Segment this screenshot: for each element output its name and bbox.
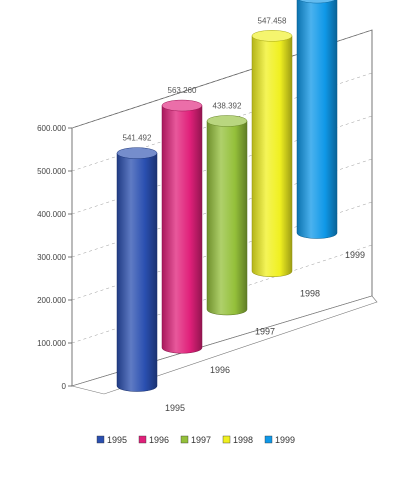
x-tick-label: 1998 [300, 288, 320, 298]
bar [161, 105, 203, 354]
gridline [71, 29, 373, 129]
legend-swatch [264, 435, 273, 444]
data-label: 547.458 [258, 16, 287, 25]
legend-swatch [96, 435, 105, 444]
bar [206, 120, 248, 316]
bar [116, 152, 158, 392]
y-tick-label: 300.000 [37, 253, 66, 262]
legend-item: 1998 [222, 435, 253, 445]
legend-label: 1998 [233, 435, 253, 445]
legend-item: 1996 [138, 435, 169, 445]
x-tick-label: 1995 [165, 403, 185, 413]
y-tick-label: 400.000 [37, 210, 66, 219]
data-label: 438.392 [213, 101, 242, 110]
legend-swatch [138, 435, 147, 444]
bar-1998: 547.458 [251, 16, 293, 277]
legend-item: 1995 [96, 435, 127, 445]
bar-1996: 563.260 [161, 86, 203, 354]
data-label: 563.260 [168, 86, 197, 95]
bar-top [298, 0, 336, 4]
bar-top [206, 115, 248, 127]
bar-1999: 547.500 [296, 0, 338, 239]
legend-item: 1999 [264, 435, 295, 445]
x-tick-label: 1996 [210, 365, 230, 375]
bar-top [251, 30, 293, 42]
legend-label: 1999 [275, 435, 295, 445]
y-tick-label: 500.000 [37, 167, 66, 176]
bar-1997: 438.392 [206, 101, 248, 316]
legend-swatch [180, 435, 189, 444]
x-tick-label: 1999 [345, 250, 365, 260]
x-tick-label: 1997 [255, 327, 275, 337]
bar [296, 0, 338, 239]
legend-label: 1996 [149, 435, 169, 445]
data-label: 541.492 [123, 134, 152, 143]
y-tick-label: 0 [62, 382, 67, 391]
bar-top [116, 147, 158, 159]
legend-label: 1997 [191, 435, 211, 445]
y-tick-label: 600.000 [37, 124, 66, 133]
bar [251, 35, 293, 277]
bar-top [161, 99, 203, 112]
legend-label: 1995 [107, 435, 127, 445]
y-tick-label: 100.000 [37, 339, 66, 348]
legend-item: 1997 [180, 435, 211, 445]
y-tick-label: 200.000 [37, 296, 66, 305]
legend-swatch [222, 435, 231, 444]
bar-1995: 541.492 [116, 134, 158, 392]
